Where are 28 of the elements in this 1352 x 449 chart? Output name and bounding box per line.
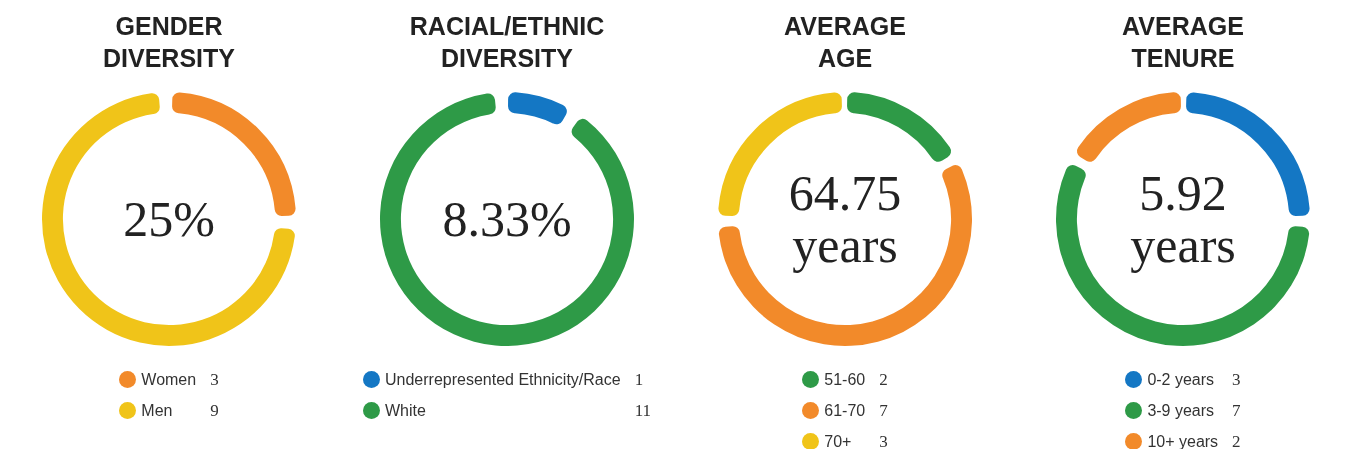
data-label: 7 — [878, 399, 889, 422]
chart-title: RACIAL/ETHNIC DIVERSITY — [408, 11, 606, 74]
text: 64.75 years — [787, 164, 903, 275]
legend-label: 61-70 — [823, 400, 867, 421]
data-label: 2 — [878, 368, 889, 391]
data-label: 11 — [633, 399, 653, 422]
legend-label: Women — [140, 369, 198, 390]
legend-label: Underrepresented Ethnicity/Race — [383, 369, 622, 390]
legend-label: 10+ years — [1146, 431, 1220, 449]
data-label: 3 — [1231, 368, 1242, 391]
text: 8.33% — [441, 190, 573, 249]
legend-label: 3-9 years — [1146, 400, 1216, 421]
legend-label: White — [383, 400, 427, 421]
data-label: 2 — [1231, 430, 1242, 449]
data-label: 7 — [1231, 399, 1242, 422]
chart-title: AVERAGE TENURE — [1121, 11, 1245, 74]
data-label: 3 — [209, 368, 220, 391]
data-label: 1 — [633, 368, 645, 391]
legend-label: Men — [140, 400, 174, 421]
legend-label: 70+ — [823, 431, 853, 449]
legend-label: 51-60 — [823, 369, 867, 390]
text: 5.92 years — [1129, 164, 1237, 275]
text: 25% — [122, 190, 216, 249]
legend-label: 0-2 years — [1146, 369, 1216, 390]
chart-title: GENDER DIVERSITY — [102, 11, 236, 74]
chart-title: AVERAGE AGE — [783, 11, 907, 74]
data-label: 9 — [209, 399, 220, 422]
data-label: 3 — [878, 430, 889, 449]
